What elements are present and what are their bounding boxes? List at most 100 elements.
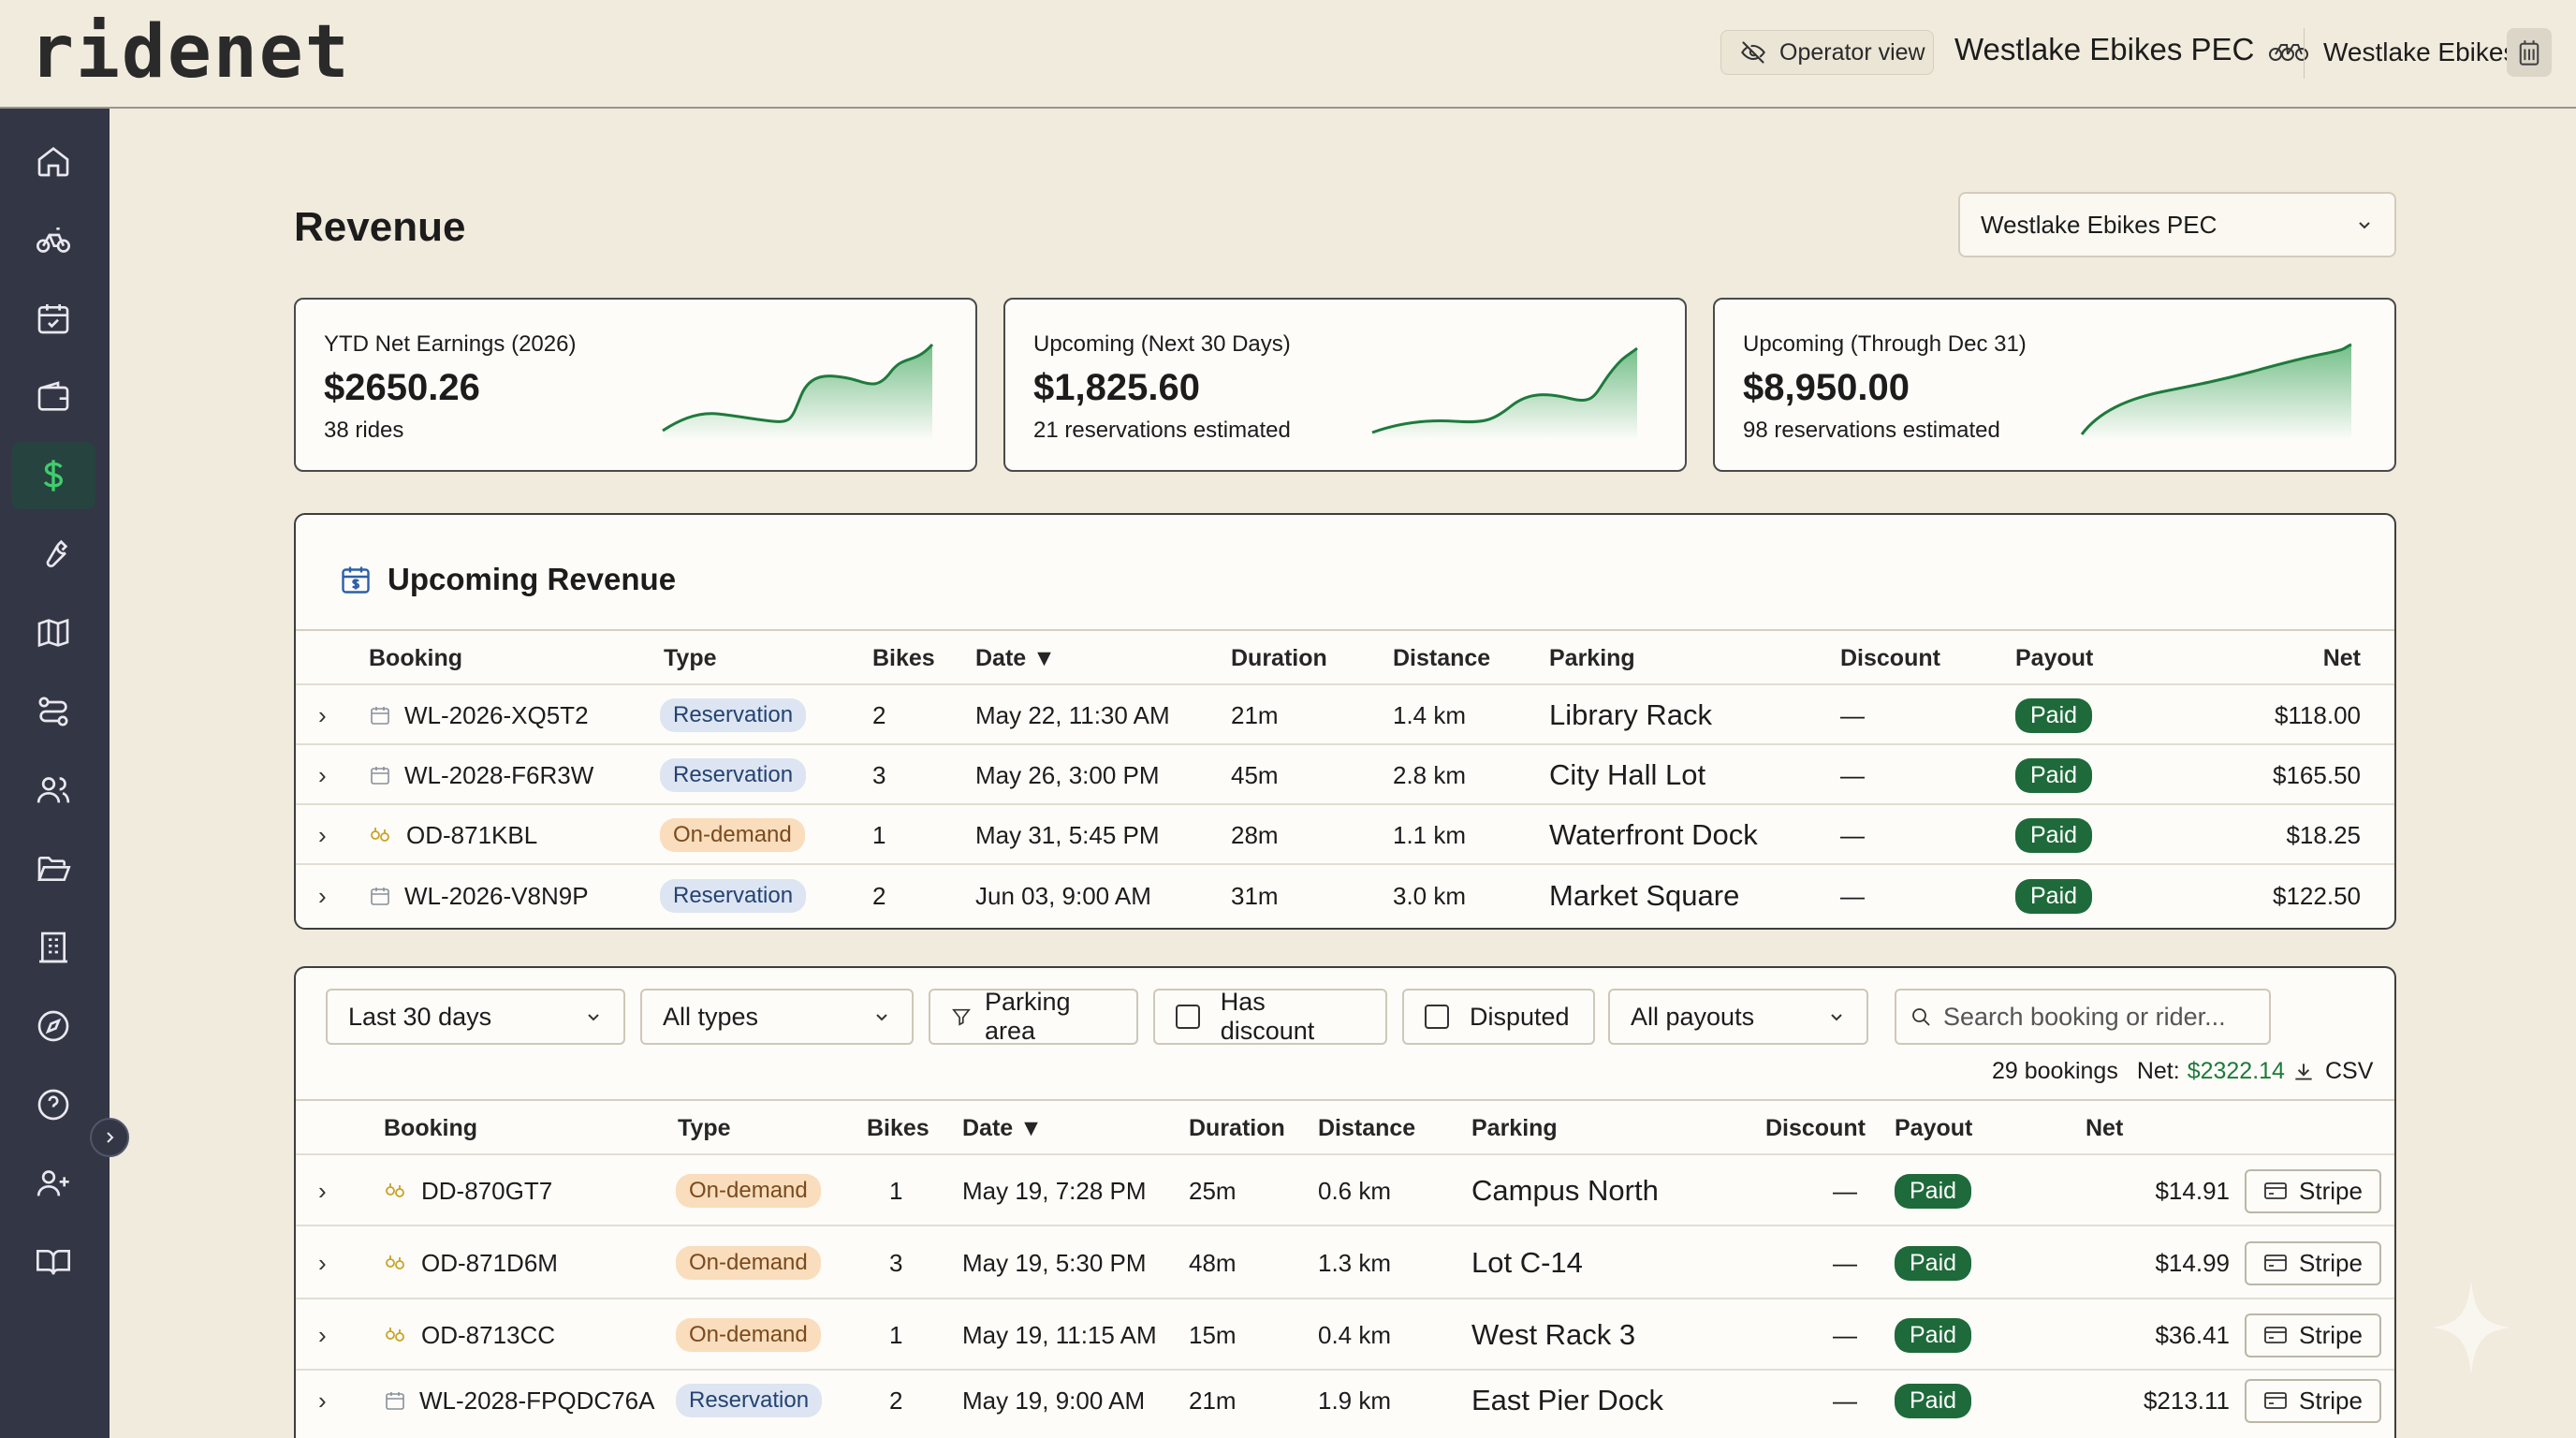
paid-badge: Paid <box>1895 1173 1972 1209</box>
route-icon <box>38 697 68 726</box>
booking-id-text: OD-871D6M <box>421 1248 558 1277</box>
nav-wallet[interactable] <box>11 363 95 431</box>
payout-status: Paid <box>1895 1299 1972 1371</box>
col-parking[interactable]: Parking <box>1471 1114 1558 1141</box>
col-distance[interactable]: Distance <box>1318 1114 1416 1141</box>
operator-view-button[interactable]: Operator view <box>1720 30 1934 75</box>
col-bikes[interactable]: Bikes <box>872 644 935 671</box>
table-row[interactable]: › OD-8713CC On-demand 1 May 19, 11:15 AM… <box>296 1298 2394 1371</box>
col-duration[interactable]: Duration <box>1231 644 1327 671</box>
table-row[interactable]: › WL-2028-F6R3W Reservation 3 May 26, 3:… <box>296 743 2394 805</box>
col-booking[interactable]: Booking <box>369 644 462 671</box>
nav-explore[interactable] <box>11 992 95 1060</box>
nav-invite[interactable] <box>11 1150 95 1217</box>
dollar-icon <box>43 460 64 492</box>
col-discount[interactable]: Discount <box>1840 644 1940 671</box>
expand-chevron[interactable]: › <box>318 700 327 729</box>
nav-users[interactable] <box>11 756 95 824</box>
checkbox[interactable] <box>1425 1005 1449 1029</box>
type-badge: On-demand <box>676 1226 821 1299</box>
card-subtext: 21 reservations estimated <box>1033 418 1291 443</box>
col-payout[interactable]: Payout <box>1895 1114 1973 1141</box>
discount-value: — <box>1833 1248 1857 1277</box>
stripe-button[interactable]: Stripe <box>2245 1168 2381 1213</box>
duration-value: 15m <box>1189 1320 1237 1349</box>
expand-chevron[interactable]: › <box>318 1386 327 1415</box>
wallet-icon <box>37 381 69 411</box>
stripe-button[interactable]: Stripe <box>2245 1240 2381 1285</box>
col-distance[interactable]: Distance <box>1393 644 1491 671</box>
col-date[interactable]: Date ▼ <box>975 644 1056 671</box>
net-label: Net: <box>2136 1058 2180 1084</box>
net-value: $18.25 <box>2286 820 2361 849</box>
checkbox[interactable] <box>1176 1005 1200 1029</box>
nav-map[interactable] <box>11 599 95 667</box>
sparkline <box>1371 346 1638 440</box>
duration-value: 28m <box>1231 820 1279 849</box>
nav-home[interactable] <box>11 127 95 195</box>
stripe-button[interactable]: Stripe <box>2245 1378 2381 1423</box>
col-payout[interactable]: Payout <box>2015 644 2094 671</box>
col-date[interactable]: Date ▼ <box>962 1114 1043 1141</box>
date-range-select[interactable]: Last 30 days <box>326 989 625 1045</box>
expand-chevron[interactable]: › <box>318 1320 327 1349</box>
col-bikes[interactable]: Bikes <box>867 1114 929 1141</box>
col-net[interactable]: Net <box>2086 1114 2124 1141</box>
org-select[interactable]: Westlake Ebikes PEC <box>1958 192 2396 257</box>
table-row[interactable]: › WL-2028-FPQDC76A Reservation 2 May 19,… <box>296 1369 2394 1431</box>
distance-value: 0.6 km <box>1318 1176 1392 1205</box>
nav-routes[interactable] <box>11 678 95 745</box>
disputed-checkbox[interactable]: Disputed <box>1402 989 1595 1045</box>
nav-files[interactable] <box>11 835 95 902</box>
stripe-label: Stripe <box>2299 1320 2363 1349</box>
payouts-select[interactable]: All payouts <box>1608 989 1868 1045</box>
distance-value: 1.4 km <box>1393 700 1467 729</box>
expand-chevron[interactable]: › <box>318 1248 327 1277</box>
sidebar-collapse-button[interactable] <box>90 1118 129 1157</box>
expand-chevron[interactable]: › <box>318 1176 327 1205</box>
parking-area-filter[interactable]: Parking area <box>929 988 1138 1045</box>
expand-chevron[interactable]: › <box>318 760 327 789</box>
org-switcher[interactable]: Westlake Ebikes <box>2323 37 2517 66</box>
col-parking[interactable]: Parking <box>1549 644 1635 671</box>
app-logo[interactable]: ridenet <box>30 10 351 95</box>
calendar-check-icon <box>37 304 69 334</box>
expand-chevron[interactable]: › <box>318 820 327 849</box>
type-select[interactable]: All types <box>640 989 914 1045</box>
nav-revenue[interactable] <box>11 442 95 509</box>
net-value: $14.99 <box>2155 1248 2230 1277</box>
csv-export-button[interactable]: CSV <box>2291 1058 2373 1085</box>
expand-chevron[interactable]: › <box>318 881 327 910</box>
table-header: Booking Type Bikes Date ▼ Duration Dista… <box>296 629 2394 685</box>
col-net[interactable]: Net <box>2322 644 2361 671</box>
user-plus-icon <box>37 1170 69 1196</box>
col-type[interactable]: Type <box>664 644 717 671</box>
nav-reservations[interactable] <box>11 285 95 352</box>
table-row[interactable]: › OD-871KBL On-demand 1 May 31, 5:45 PM … <box>296 803 2394 865</box>
discount-value: — <box>1833 1320 1857 1349</box>
col-duration[interactable]: Duration <box>1189 1114 1285 1141</box>
date-value: May 19, 7:28 PM <box>962 1176 1147 1205</box>
nav-buildings[interactable] <box>11 914 95 981</box>
nav-docs[interactable] <box>11 1228 95 1296</box>
stripe-action: Stripe <box>2245 1371 2381 1431</box>
table-row[interactable]: › OD-871D6M On-demand 3 May 19, 5:30 PM … <box>296 1225 2394 1299</box>
col-type[interactable]: Type <box>678 1114 731 1141</box>
table-row[interactable]: › WL-2026-V8N9P Reservation 2 Jun 03, 9:… <box>296 863 2394 927</box>
nav-maintenance[interactable] <box>11 521 95 588</box>
filter-icon <box>952 1008 971 1026</box>
wrench-icon <box>46 539 68 568</box>
search-input[interactable]: Search booking or rider... <box>1895 989 2271 1045</box>
stripe-button[interactable]: Stripe <box>2245 1313 2381 1357</box>
nav-bikes[interactable] <box>11 206 95 273</box>
table-row[interactable]: › WL-2026-XQ5T2 Reservation 2 May 22, 11… <box>296 683 2394 745</box>
nav-help[interactable] <box>11 1071 95 1138</box>
col-discount[interactable]: Discount <box>1765 1114 1866 1141</box>
booking-id-text: WL-2028-F6R3W <box>404 760 594 789</box>
has-discount-checkbox[interactable]: Has discount <box>1153 988 1387 1045</box>
col-booking[interactable]: Booking <box>384 1114 477 1141</box>
org-building-button[interactable] <box>2507 28 2552 77</box>
table-row[interactable]: › DD-870GT7 On-demand 1 May 19, 7:28 PM … <box>296 1153 2394 1226</box>
building-badge-icon <box>2519 40 2539 66</box>
bikes-count: 3 <box>889 1248 903 1277</box>
